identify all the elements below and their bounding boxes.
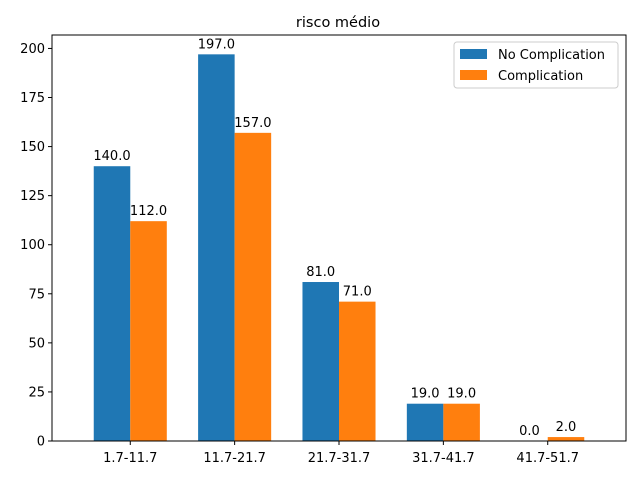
bar xyxy=(406,403,444,441)
bar xyxy=(339,301,376,441)
legend: No Complication Complication xyxy=(453,41,619,89)
x-tick-label: 21.7-31.7 xyxy=(308,451,371,466)
bar xyxy=(93,166,131,442)
data-label: 71.0 xyxy=(343,285,372,300)
data-label: 197.0 xyxy=(198,37,235,52)
bar xyxy=(234,132,272,441)
bar xyxy=(547,437,585,441)
y-tick-label: 75 xyxy=(28,287,45,302)
legend-swatch xyxy=(460,49,487,59)
y-tick-label: 50 xyxy=(28,336,45,351)
bar xyxy=(130,221,167,441)
plot-area: 140.0 197.0 81.0 19.0 0.0 112.0 157.0 71.0 19.0 2… xyxy=(20,34,627,466)
data-label: 19.0 xyxy=(411,387,440,402)
y-tick-label: 0 xyxy=(37,435,45,450)
legend-label: Complication xyxy=(498,69,583,84)
y-tick-label: 100 xyxy=(20,238,45,253)
y-tick-label: 125 xyxy=(20,189,45,204)
data-label: 112.0 xyxy=(130,204,167,219)
bar xyxy=(443,403,480,441)
data-label: 81.0 xyxy=(306,265,335,280)
x-tick-label: 31.7-41.7 xyxy=(412,451,475,466)
bar xyxy=(198,54,235,441)
data-label: 157.0 xyxy=(234,116,271,131)
data-label: 2.0 xyxy=(556,420,577,435)
y-tick-label: 200 xyxy=(20,42,45,57)
y-tick-label: 25 xyxy=(28,385,45,400)
legend-box xyxy=(453,41,619,89)
x-tick-label: 41.7-51.7 xyxy=(516,451,579,466)
data-label: 19.0 xyxy=(447,387,476,402)
chart-title: risco médio xyxy=(296,15,380,31)
x-tick-label: 11.7-21.7 xyxy=(203,451,266,466)
data-label: 140.0 xyxy=(93,149,130,164)
legend-label: No Complication xyxy=(498,48,605,63)
bar xyxy=(302,282,339,441)
y-tick-label: 175 xyxy=(20,91,45,106)
legend-swatch xyxy=(460,70,487,80)
data-label: 0.0 xyxy=(519,424,540,439)
x-tick-label: 1.7-11.7 xyxy=(103,451,157,466)
y-tick-label: 150 xyxy=(20,140,45,155)
